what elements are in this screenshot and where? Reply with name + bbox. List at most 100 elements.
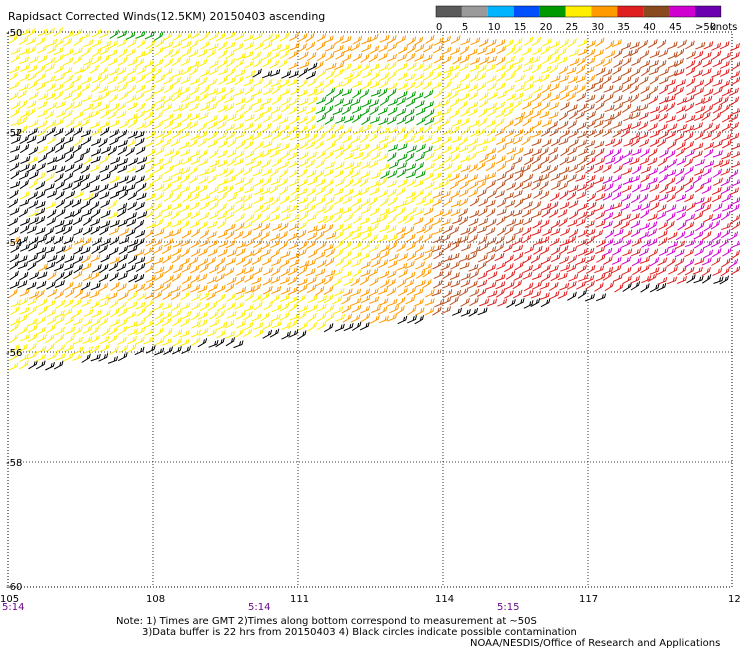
wind-barb xyxy=(145,345,156,354)
wind-barb xyxy=(387,61,397,71)
wind-barb xyxy=(63,136,74,145)
wind-barb xyxy=(486,264,496,273)
wind-barb xyxy=(548,120,558,130)
wind-barb xyxy=(693,50,704,60)
wind-barb xyxy=(406,178,417,188)
wind-barb xyxy=(11,135,21,145)
wind-barb xyxy=(452,216,463,225)
wind-barb xyxy=(487,271,498,280)
wind-barb xyxy=(648,59,659,68)
wind-barb xyxy=(632,266,642,276)
wind-barb xyxy=(9,189,19,199)
wind-barb xyxy=(82,336,93,344)
wind-barb xyxy=(28,242,38,252)
wind-barb xyxy=(531,272,543,280)
wind-barb xyxy=(549,56,560,65)
wind-barb xyxy=(71,91,82,101)
wind-barb xyxy=(98,66,109,76)
wind-barb xyxy=(702,274,712,284)
wind-barb xyxy=(541,138,552,148)
colorbar-label: 35 xyxy=(617,22,630,33)
wind-barb xyxy=(350,314,361,323)
wind-barb xyxy=(224,102,235,112)
wind-barb xyxy=(342,134,352,144)
wind-barb xyxy=(505,72,516,81)
wind-barb xyxy=(262,329,273,339)
wind-barb xyxy=(432,190,443,199)
wind-barb xyxy=(226,257,236,266)
wind-barb xyxy=(324,43,335,52)
wind-barb xyxy=(521,100,532,110)
wind-barb xyxy=(566,191,577,201)
wind-barb xyxy=(262,87,273,96)
wind-barb xyxy=(666,257,677,267)
wind-barb xyxy=(171,309,182,318)
wind-barb xyxy=(521,226,532,236)
wind-barb xyxy=(623,113,634,122)
wind-barb xyxy=(46,281,56,290)
wind-barb xyxy=(180,148,191,157)
wind-barb xyxy=(620,202,631,211)
wind-barb xyxy=(665,94,676,103)
wind-barb xyxy=(442,172,452,181)
wind-barb xyxy=(161,204,172,212)
wind-barb xyxy=(450,47,461,56)
wind-barb xyxy=(478,207,488,217)
wind-barb xyxy=(405,81,416,91)
wind-barb xyxy=(206,48,216,59)
wind-barb xyxy=(343,277,354,287)
wind-barb xyxy=(730,265,740,275)
wind-barb xyxy=(469,297,479,307)
wind-barb xyxy=(252,88,263,97)
wind-barb xyxy=(667,231,678,240)
wind-barb xyxy=(100,126,110,136)
wind-barb xyxy=(190,293,201,302)
wind-barb xyxy=(56,208,66,218)
wind-barb xyxy=(128,273,138,283)
wind-barb xyxy=(424,217,434,227)
wind-barb xyxy=(595,211,606,220)
wind-barb xyxy=(99,164,110,173)
wind-barb xyxy=(622,176,633,185)
wind-barb xyxy=(405,52,416,62)
wind-barb xyxy=(413,287,424,296)
wind-barb xyxy=(379,224,390,233)
wind-barb xyxy=(397,72,408,81)
wind-barb xyxy=(91,208,101,218)
wind-barb xyxy=(431,136,442,144)
wind-barb xyxy=(631,238,642,247)
wind-barb xyxy=(638,131,649,140)
wind-barb xyxy=(442,154,453,164)
wind-barb xyxy=(684,221,695,231)
wind-barb xyxy=(577,183,588,192)
wind-barb xyxy=(127,101,138,111)
wind-barb xyxy=(593,77,604,86)
wind-barb xyxy=(17,116,28,126)
wind-barb xyxy=(35,181,46,190)
wind-barb xyxy=(422,62,433,72)
wind-barb xyxy=(449,89,459,100)
wind-barb xyxy=(19,333,30,342)
wind-barb xyxy=(712,168,722,178)
wind-barb xyxy=(182,32,192,42)
wind-barb xyxy=(307,312,317,323)
wind-barb xyxy=(162,175,173,183)
wind-barb xyxy=(145,74,156,84)
wind-barb xyxy=(531,155,542,165)
wind-barb xyxy=(215,284,226,294)
wind-barb xyxy=(208,32,219,41)
wind-barb xyxy=(36,235,48,243)
wind-barb xyxy=(72,143,83,154)
wind-barb xyxy=(558,217,568,227)
wind-barb xyxy=(145,84,156,93)
wind-barb xyxy=(217,203,227,213)
wind-barb xyxy=(603,212,614,221)
wind-barb xyxy=(233,157,244,166)
wind-barb xyxy=(476,225,488,234)
wind-barb xyxy=(387,88,397,98)
wind-barb xyxy=(647,177,658,185)
wind-barb xyxy=(136,145,146,155)
wind-barb xyxy=(190,77,201,85)
wind-barb xyxy=(397,215,408,224)
